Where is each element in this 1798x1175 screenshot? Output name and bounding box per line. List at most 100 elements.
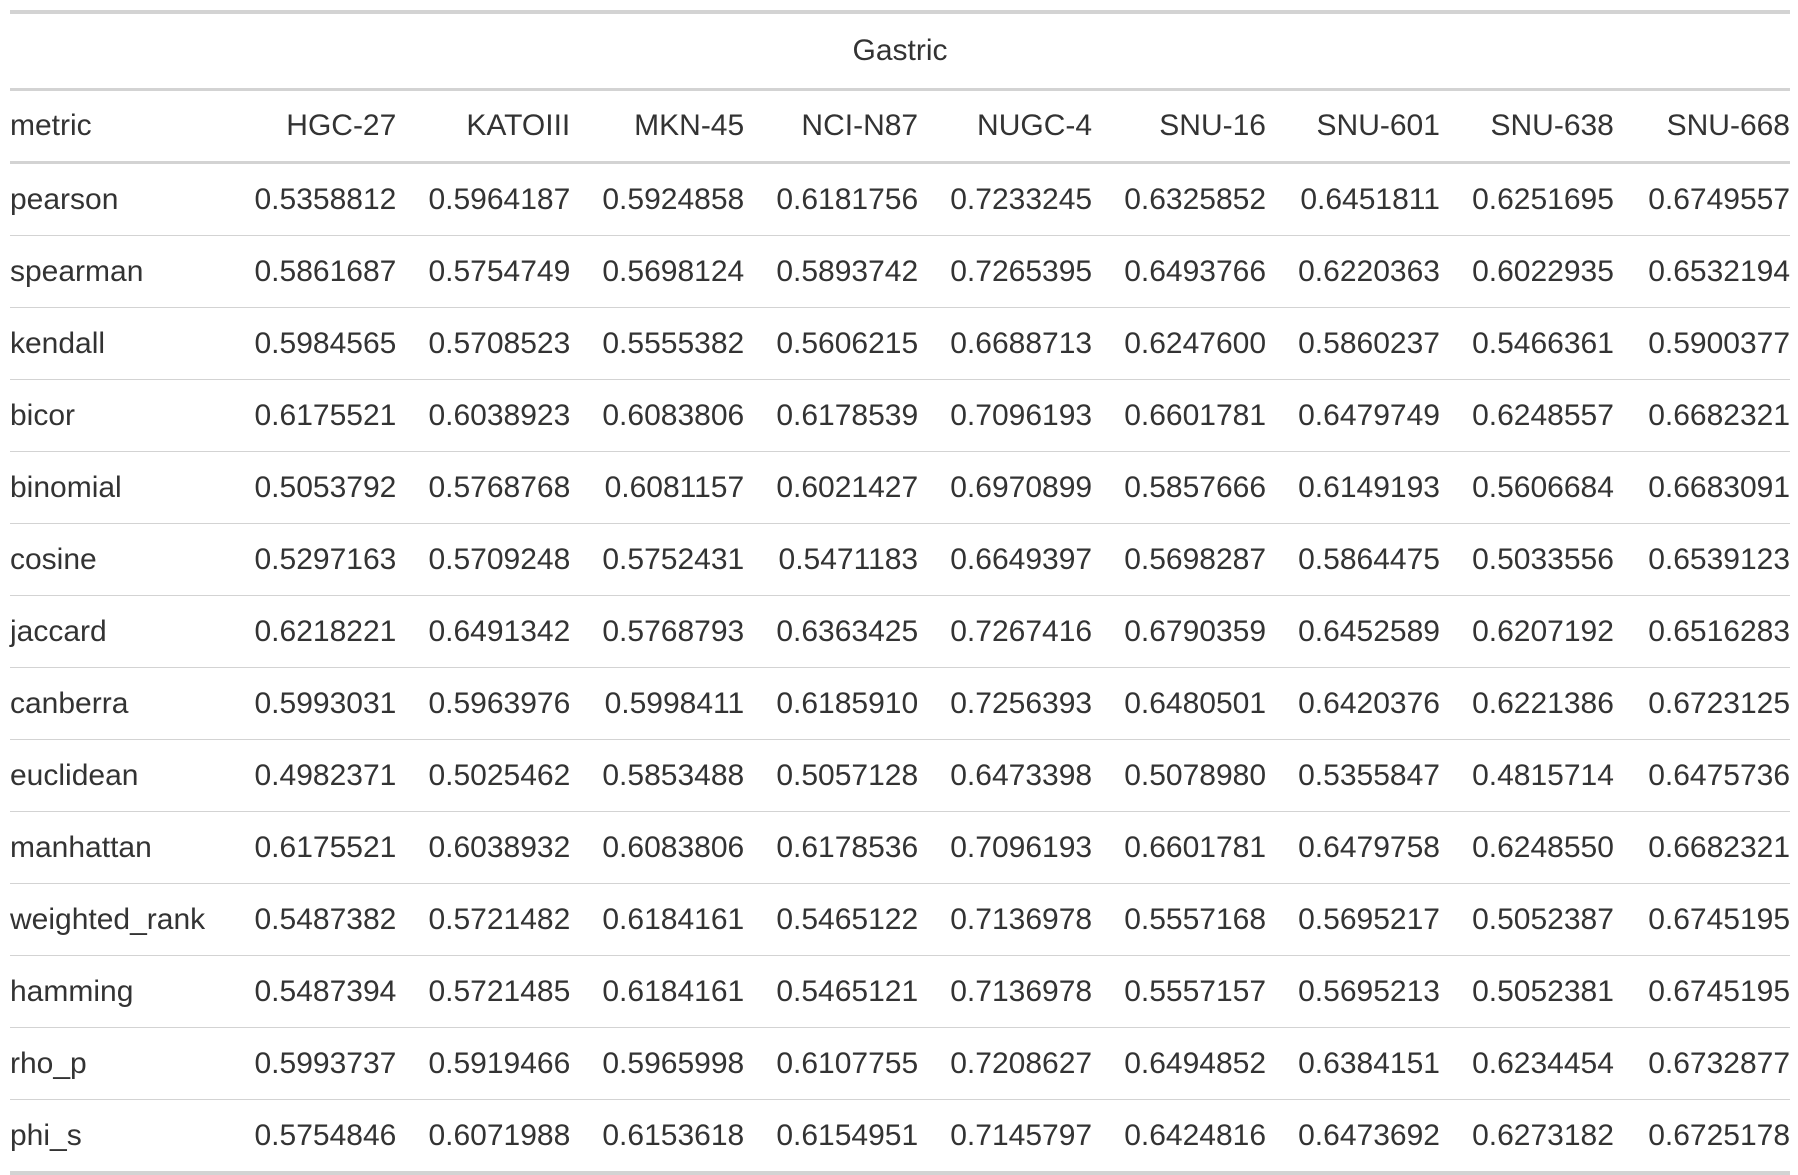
metric-value-cell: 0.6083806: [570, 379, 745, 452]
metric-value-cell: 0.6516283: [1613, 595, 1790, 668]
metric-value-cell: 0.5606684: [1439, 451, 1614, 524]
metric-value-cell: 0.7136978: [918, 955, 1093, 1028]
metric-value-cell: 0.5963976: [396, 667, 571, 740]
column-header-row: metric HGC-27 KATOIII MKN-45 NCI-N87 NUGC-4 SN…: [10, 89, 1790, 164]
metric-value-cell: 0.5698124: [570, 235, 745, 308]
metric-value-cell: 0.5053792: [222, 451, 397, 524]
metric-name-cell: cosine: [10, 523, 223, 596]
metric-value-cell: 0.5033556: [1439, 523, 1614, 596]
metric-value-cell: 0.5965998: [570, 1027, 745, 1100]
column-header-cell-line: HGC-27: [222, 89, 397, 164]
metric-value-cell: 0.6178539: [744, 379, 919, 452]
metric-value-cell: 0.5708523: [396, 307, 571, 380]
metric-value-cell: 0.6234454: [1439, 1027, 1614, 1100]
metric-value-cell: 0.6221386: [1439, 667, 1614, 740]
metric-value-cell: 0.5721485: [396, 955, 571, 1028]
metric-value-cell: 0.5052387: [1439, 883, 1614, 956]
metric-value-cell: 0.5857666: [1092, 451, 1266, 524]
metric-value-cell: 0.6451811: [1300, 182, 1440, 216]
metric-value-cell: 0.5555382: [570, 307, 745, 380]
metric-value-cell: 0.7267416: [918, 595, 1093, 668]
metric-value-cell: 0.6021427: [744, 451, 919, 524]
metric-value-cell: 0.6251695: [1472, 182, 1614, 216]
metric-value-cell: 0.5768793: [570, 595, 745, 668]
metric-value-cell: 0.5754846: [222, 1099, 397, 1175]
metric-value-cell: 0.7145797: [918, 1099, 1093, 1175]
metric-name-cell: bicor: [10, 379, 223, 452]
metric-value-cell: 0.6175521: [222, 379, 397, 452]
metric-value-cell: 0.6184161: [570, 955, 745, 1028]
metric-value-cell: 0.7256393: [918, 667, 1093, 740]
metric-value-cell: 0.5998411: [570, 667, 745, 740]
metric-value-cell: 0.5487382: [222, 883, 397, 956]
metric-value-cell: 0.5052381: [1439, 955, 1614, 1028]
metric-name-cell: rho_p: [10, 1027, 223, 1100]
metric-value-cell: 0.6473398: [918, 739, 1093, 812]
metric-value-cell: 0.5057128: [744, 739, 919, 812]
metric-value-cell: 0.6107755: [744, 1027, 919, 1100]
table-body: pearson 0.5358812 0.5964187 0.5924858 0.6181…: [10, 163, 1790, 1175]
metric-value-cell: 0.6601781: [1092, 379, 1266, 452]
table-row: cosine 0.5297163 0.5709248 0.5752431 0.54711…: [10, 523, 1790, 596]
metric-value-cell: 0.7136978: [918, 883, 1093, 956]
metric-value-cell: 0.5924858: [602, 182, 745, 216]
metric-value-cell: 0.6479749: [1266, 379, 1440, 452]
metric-value-cell: 0.6688713: [918, 307, 1093, 380]
metric-name-cell: pearson: [10, 182, 119, 216]
metric-value-cell: 0.6749557: [1648, 182, 1790, 216]
metric-value-cell: 0.5297163: [222, 523, 397, 596]
metric-value-cell: 0.5078980: [1092, 739, 1266, 812]
metric-value-cell: 0.5355847: [1266, 739, 1440, 812]
metric-value-cell: 0.6248550: [1439, 811, 1614, 884]
metric-value-cell: 0.5768768: [396, 451, 571, 524]
metric-value-cell: 0.6682321: [1613, 811, 1790, 884]
metric-value-cell: 0.6384151: [1266, 1027, 1440, 1100]
table-row: manhattan 0.6175521 0.6038932 0.6083806 0.61…: [10, 811, 1790, 884]
metric-value-cell: 0.6682321: [1613, 379, 1790, 452]
metrics-table: Gastric metric HGC-27 KATOIII MKN-45 NCI-N87…: [10, 10, 1790, 1175]
metric-value-cell: 0.6149193: [1266, 451, 1440, 524]
metric-value-cell: 0.7096193: [918, 811, 1093, 884]
metric-name-cell: phi_s: [10, 1099, 223, 1175]
metric-name-cell: jaccard: [10, 595, 223, 668]
table-row: jaccard 0.6218221 0.6491342 0.5768793 0.6363…: [10, 595, 1790, 668]
metric-value-cell: 0.7208627: [918, 1027, 1093, 1100]
metric-name-cell: spearman: [10, 235, 223, 308]
metric-value-cell: 0.6475736: [1613, 739, 1790, 812]
metric-value-cell: 0.5993031: [222, 667, 397, 740]
column-header-cell-line: NCI-N87: [744, 89, 919, 164]
metric-value-cell: 0.5860237: [1266, 307, 1440, 380]
metric-value-cell: 0.6038932: [396, 811, 571, 884]
metric-value-cell: 0.6220363: [1266, 235, 1440, 308]
metric-value-cell: 0.6022935: [1439, 235, 1614, 308]
metric-value-cell: 0.5695217: [1266, 883, 1440, 956]
metric-value-cell: 0.6532194: [1613, 235, 1790, 308]
table-row: weighted_rank 0.5487382 0.5721482 0.6184161…: [10, 883, 1790, 956]
metric-value-cell: 0.6178536: [744, 811, 919, 884]
metric-value-cell: 0.6218221: [222, 595, 397, 668]
metric-value-cell: 0.5471183: [744, 523, 919, 596]
metric-value-cell: 0.5709248: [396, 523, 571, 596]
metric-value-cell: 0.5754749: [396, 235, 571, 308]
metric-value-cell: 0.6732877: [1613, 1027, 1790, 1100]
metric-value-cell: 0.5864475: [1266, 523, 1440, 596]
table-row: spearman 0.5861687 0.5754749 0.5698124 0.589…: [10, 235, 1790, 308]
metric-value-cell: 0.6970899: [918, 451, 1093, 524]
metric-value-cell: 0.7265395: [918, 235, 1093, 308]
metric-value-cell: 0.6325852: [1124, 182, 1266, 216]
metric-value-cell: 0.6649397: [918, 523, 1093, 596]
table-row: hamming 0.5487394 0.5721485 0.6184161 0.5465…: [10, 955, 1790, 1028]
metric-value-cell: 0.5465121: [744, 955, 919, 1028]
table-row: binomial 0.5053792 0.5768768 0.6081157 0.602…: [10, 451, 1790, 524]
table-row: euclidean 0.4982371 0.5025462 0.5853488 0.50…: [10, 739, 1790, 812]
metric-value-cell: 0.6424816: [1092, 1099, 1266, 1175]
metric-value-cell: 0.6725178: [1613, 1099, 1790, 1175]
metric-value-cell: 0.6153618: [570, 1099, 745, 1175]
metric-value-cell: 0.6723125: [1613, 667, 1790, 740]
metric-value-cell: 0.4815714: [1439, 739, 1614, 812]
metric-value-cell: 0.6494852: [1092, 1027, 1266, 1100]
metric-value-cell: 0.5606215: [744, 307, 919, 380]
column-header-cell-line: KATOIII: [396, 89, 571, 164]
metric-value-cell: 0.5752431: [570, 523, 745, 596]
metric-value-cell: 0.5861687: [222, 235, 397, 308]
